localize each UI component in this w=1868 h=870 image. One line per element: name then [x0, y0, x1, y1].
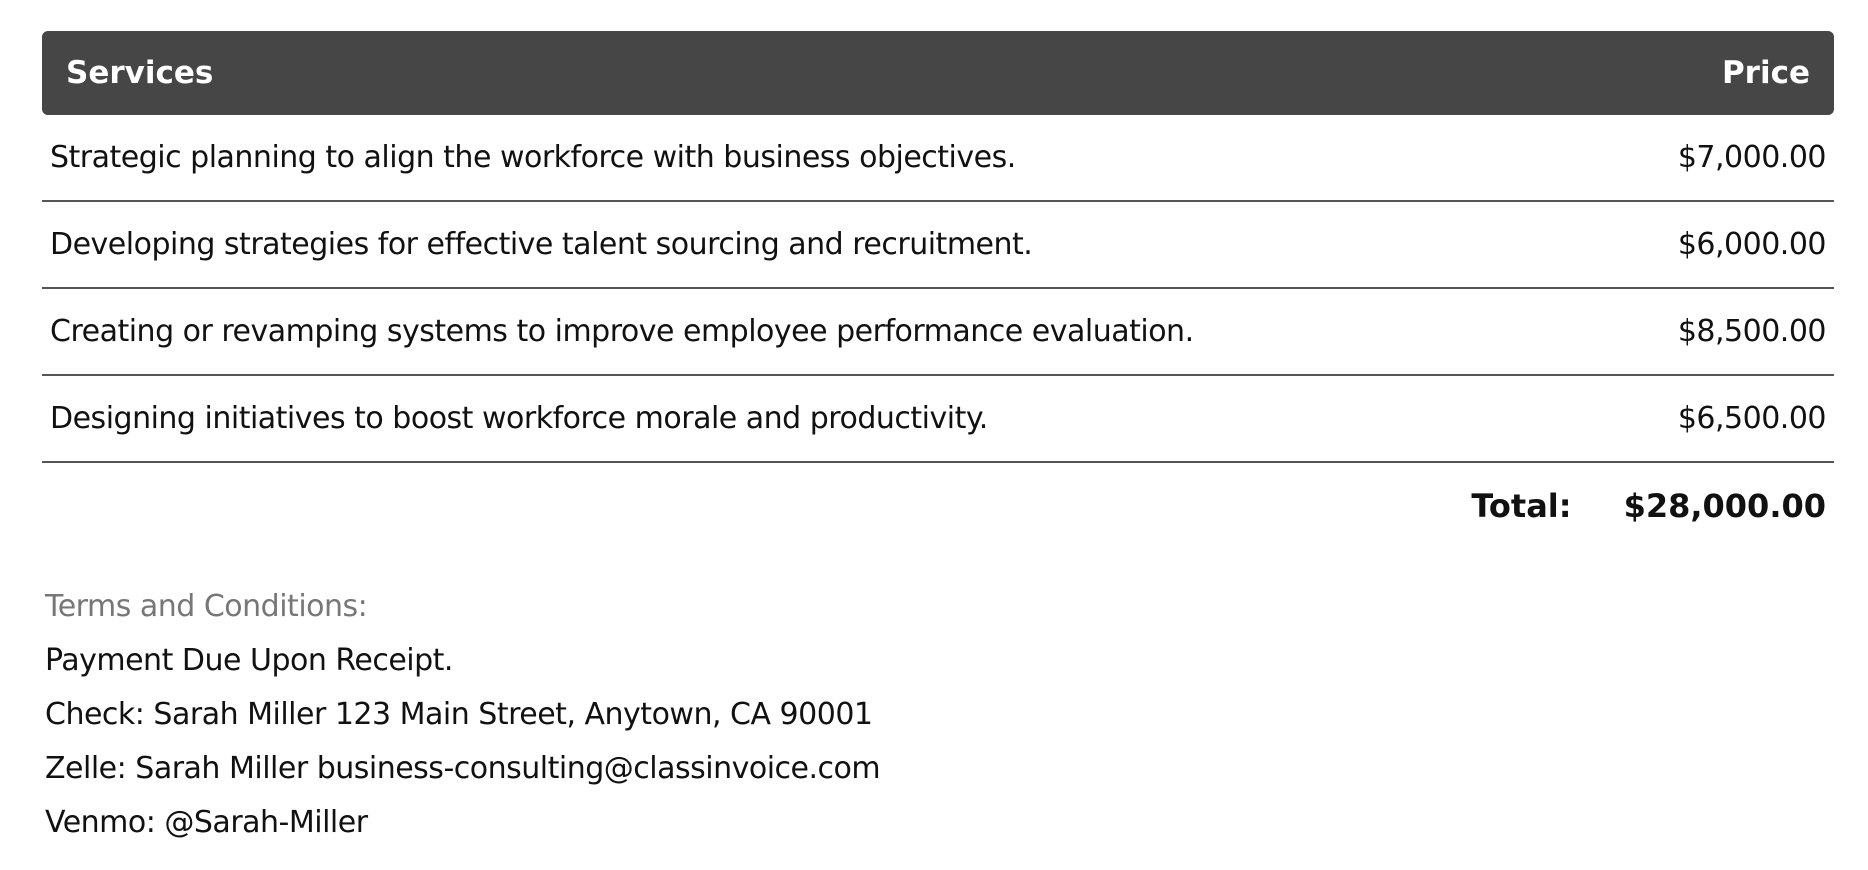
terms-line: Payment Due Upon Receipt.: [45, 643, 453, 678]
terms-section: Terms and Conditions: Payment Due Upon R…: [45, 580, 881, 850]
header-services: Services: [66, 55, 214, 91]
table-row: Creating or revamping systems to improve…: [42, 289, 1834, 376]
service-description: Developing strategies for effective tale…: [50, 227, 1033, 262]
terms-heading: Terms and Conditions:: [45, 589, 368, 624]
table-row: Designing initiatives to boost workforce…: [42, 376, 1834, 463]
header-price: Price: [1721, 55, 1810, 91]
total-value: $28,000.00: [1623, 487, 1826, 525]
service-price: $6,500.00: [1677, 401, 1827, 436]
service-price: $7,000.00: [1677, 140, 1827, 175]
service-description: Designing initiatives to boost workforce…: [50, 401, 988, 436]
service-description: Creating or revamping systems to improve…: [50, 314, 1194, 349]
terms-line: Venmo: @Sarah-Miller: [45, 805, 368, 840]
table-row: Strategic planning to align the workforc…: [42, 115, 1834, 202]
total-label: Total:: [1471, 487, 1572, 525]
terms-line: Check: Sarah Miller 123 Main Street, Any…: [45, 697, 873, 732]
total-row: Total: $28,000.00: [42, 463, 1834, 549]
table-header: Services Price: [42, 31, 1834, 115]
service-description: Strategic planning to align the workforc…: [50, 140, 1016, 175]
service-price: $8,500.00: [1677, 314, 1827, 349]
terms-line: Zelle: Sarah Miller business-consulting@…: [45, 751, 881, 786]
services-table: Services Price Strategic planning to ali…: [42, 31, 1834, 549]
table-row: Developing strategies for effective tale…: [42, 202, 1834, 289]
service-price: $6,000.00: [1677, 227, 1827, 262]
